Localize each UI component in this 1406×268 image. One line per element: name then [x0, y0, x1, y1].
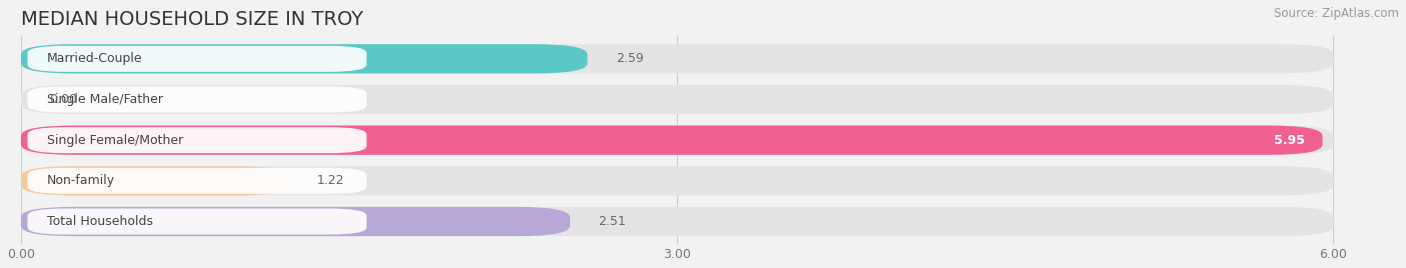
- Text: 5.95: 5.95: [1274, 134, 1305, 147]
- Text: 0.00: 0.00: [49, 93, 77, 106]
- FancyBboxPatch shape: [21, 166, 288, 195]
- FancyBboxPatch shape: [21, 44, 588, 73]
- Text: Single Male/Father: Single Male/Father: [48, 93, 163, 106]
- Text: Married-Couple: Married-Couple: [48, 52, 143, 65]
- FancyBboxPatch shape: [21, 207, 569, 236]
- FancyBboxPatch shape: [28, 127, 367, 153]
- FancyBboxPatch shape: [21, 44, 1333, 73]
- FancyBboxPatch shape: [28, 87, 367, 113]
- Text: Source: ZipAtlas.com: Source: ZipAtlas.com: [1274, 7, 1399, 20]
- FancyBboxPatch shape: [28, 209, 367, 234]
- Text: 1.22: 1.22: [316, 174, 344, 187]
- Text: Single Female/Mother: Single Female/Mother: [48, 134, 183, 147]
- FancyBboxPatch shape: [21, 166, 1333, 195]
- FancyBboxPatch shape: [21, 85, 1333, 114]
- Text: 2.59: 2.59: [616, 52, 644, 65]
- FancyBboxPatch shape: [28, 46, 367, 72]
- Text: 2.51: 2.51: [599, 215, 626, 228]
- Text: MEDIAN HOUSEHOLD SIZE IN TROY: MEDIAN HOUSEHOLD SIZE IN TROY: [21, 10, 363, 29]
- Text: Total Households: Total Households: [48, 215, 153, 228]
- FancyBboxPatch shape: [21, 207, 1333, 236]
- FancyBboxPatch shape: [21, 125, 1323, 155]
- FancyBboxPatch shape: [28, 168, 367, 194]
- Text: Non-family: Non-family: [48, 174, 115, 187]
- FancyBboxPatch shape: [21, 125, 1333, 155]
